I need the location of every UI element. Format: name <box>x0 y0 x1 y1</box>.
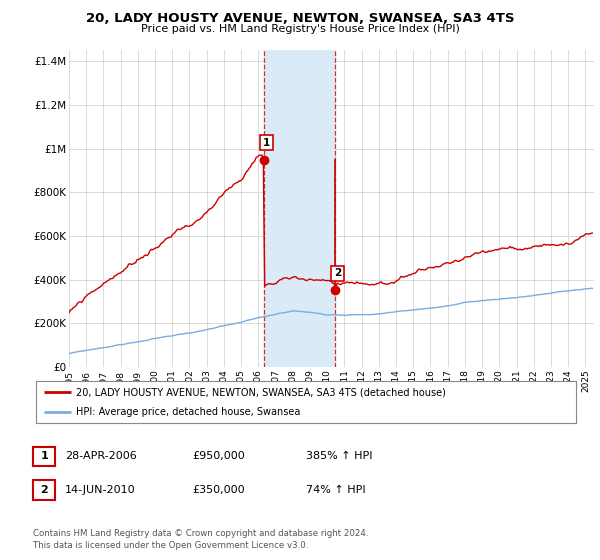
Text: 385% ↑ HPI: 385% ↑ HPI <box>306 451 373 461</box>
Text: 14-JUN-2010: 14-JUN-2010 <box>65 485 136 495</box>
Text: 2: 2 <box>334 268 341 278</box>
Text: Contains HM Land Registry data © Crown copyright and database right 2024.
This d: Contains HM Land Registry data © Crown c… <box>33 529 368 550</box>
Text: 2: 2 <box>40 485 48 495</box>
Text: £350,000: £350,000 <box>192 485 245 495</box>
Text: 20, LADY HOUSTY AVENUE, NEWTON, SWANSEA, SA3 4TS: 20, LADY HOUSTY AVENUE, NEWTON, SWANSEA,… <box>86 12 514 25</box>
Text: Price paid vs. HM Land Registry's House Price Index (HPI): Price paid vs. HM Land Registry's House … <box>140 24 460 34</box>
Text: HPI: Average price, detached house, Swansea: HPI: Average price, detached house, Swan… <box>77 407 301 417</box>
Text: 1: 1 <box>40 451 48 461</box>
Text: 74% ↑ HPI: 74% ↑ HPI <box>306 485 365 495</box>
Text: 20, LADY HOUSTY AVENUE, NEWTON, SWANSEA, SA3 4TS (detached house): 20, LADY HOUSTY AVENUE, NEWTON, SWANSEA,… <box>77 387 446 397</box>
Text: £950,000: £950,000 <box>192 451 245 461</box>
Text: 28-APR-2006: 28-APR-2006 <box>65 451 137 461</box>
Text: 1: 1 <box>263 138 270 147</box>
Bar <box>264 50 335 367</box>
